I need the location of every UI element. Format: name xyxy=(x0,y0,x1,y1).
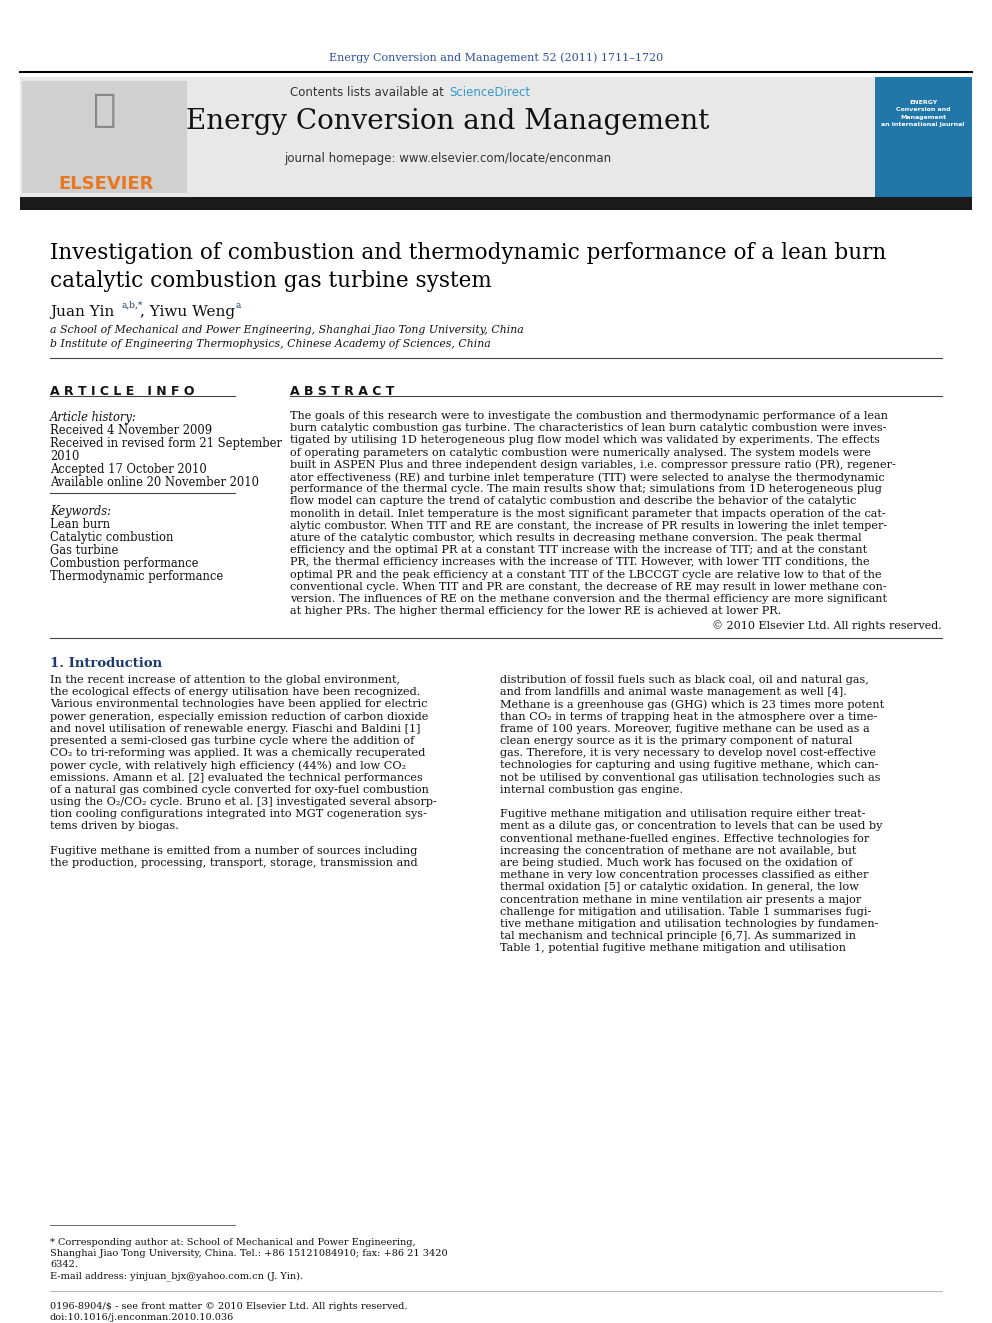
Text: tems driven by biogas.: tems driven by biogas. xyxy=(50,822,179,831)
Text: A B S T R A C T: A B S T R A C T xyxy=(290,385,395,398)
Text: © 2010 Elsevier Ltd. All rights reserved.: © 2010 Elsevier Ltd. All rights reserved… xyxy=(712,620,942,631)
Text: frame of 100 years. Moreover, fugitive methane can be used as a: frame of 100 years. Moreover, fugitive m… xyxy=(500,724,870,734)
Text: gas. Therefore, it is very necessary to develop novel cost-effective: gas. Therefore, it is very necessary to … xyxy=(500,749,876,758)
Text: 0196-8904/$ - see front matter © 2010 Elsevier Ltd. All rights reserved.: 0196-8904/$ - see front matter © 2010 El… xyxy=(50,1302,408,1311)
Text: Accepted 17 October 2010: Accepted 17 October 2010 xyxy=(50,463,206,476)
Text: at higher PRs. The higher thermal efficiency for the lower RE is achieved at low: at higher PRs. The higher thermal effici… xyxy=(290,606,781,617)
Text: Received in revised form 21 September: Received in revised form 21 September xyxy=(50,437,282,450)
Text: 1. Introduction: 1. Introduction xyxy=(50,658,162,669)
Text: journal homepage: www.elsevier.com/locate/enconman: journal homepage: www.elsevier.com/locat… xyxy=(285,152,611,165)
Text: increasing the concentration of methane are not available, but: increasing the concentration of methane … xyxy=(500,845,856,856)
Text: and from landfills and animal waste management as well [4].: and from landfills and animal waste mana… xyxy=(500,687,847,697)
Text: ELSEVIER: ELSEVIER xyxy=(58,175,154,193)
Text: b Institute of Engineering Thermophysics, Chinese Academy of Sciences, China: b Institute of Engineering Thermophysics… xyxy=(50,339,491,349)
Text: the production, processing, transport, storage, transmission and: the production, processing, transport, s… xyxy=(50,859,418,868)
Text: Thermodynamic performance: Thermodynamic performance xyxy=(50,570,223,583)
Text: Fugitive methane is emitted from a number of sources including: Fugitive methane is emitted from a numbe… xyxy=(50,845,418,856)
Text: thermal oxidation [5] or catalytic oxidation. In general, the low: thermal oxidation [5] or catalytic oxida… xyxy=(500,882,859,893)
Text: Investigation of combustion and thermodynamic performance of a lean burn: Investigation of combustion and thermody… xyxy=(50,242,886,265)
Text: conventional cycle. When TIT and PR are constant, the decrease of RE may result : conventional cycle. When TIT and PR are … xyxy=(290,582,887,591)
Text: challenge for mitigation and utilisation. Table 1 summarises fugi-: challenge for mitigation and utilisation… xyxy=(500,906,871,917)
Text: a School of Mechanical and Power Engineering, Shanghai Jiao Tong University, Chi: a School of Mechanical and Power Enginee… xyxy=(50,325,524,335)
Text: and novel utilisation of renewable energy. Fiaschi and Baldini [1]: and novel utilisation of renewable energ… xyxy=(50,724,421,734)
Text: of a natural gas combined cycle converted for oxy-fuel combustion: of a natural gas combined cycle converte… xyxy=(50,785,429,795)
Text: doi:10.1016/j.enconman.2010.10.036: doi:10.1016/j.enconman.2010.10.036 xyxy=(50,1312,234,1322)
Text: E-mail address: yinjuan_bjx@yahoo.com.cn (J. Yin).: E-mail address: yinjuan_bjx@yahoo.com.cn… xyxy=(50,1271,304,1281)
Text: technologies for capturing and using fugitive methane, which can-: technologies for capturing and using fug… xyxy=(500,761,879,770)
Bar xyxy=(875,77,972,197)
Text: of operating parameters on catalytic combustion were numerically analysed. The s: of operating parameters on catalytic com… xyxy=(290,447,871,458)
Text: A R T I C L E   I N F O: A R T I C L E I N F O xyxy=(50,385,194,398)
Text: Gas turbine: Gas turbine xyxy=(50,544,118,557)
Text: , Yiwu Weng: , Yiwu Weng xyxy=(140,306,235,319)
Text: ment as a dilute gas, or concentration to levels that can be used by: ment as a dilute gas, or concentration t… xyxy=(500,822,883,831)
Text: power generation, especially emission reduction of carbon dioxide: power generation, especially emission re… xyxy=(50,712,429,721)
Text: methane in very low concentration processes classified as either: methane in very low concentration proces… xyxy=(500,871,868,880)
Text: tigated by utilising 1D heterogeneous plug flow model which was validated by exp: tigated by utilising 1D heterogeneous pl… xyxy=(290,435,880,446)
Text: ScienceDirect: ScienceDirect xyxy=(449,86,530,99)
Text: Catalytic combustion: Catalytic combustion xyxy=(50,531,174,544)
Text: Methane is a greenhouse gas (GHG) which is 23 times more potent: Methane is a greenhouse gas (GHG) which … xyxy=(500,700,884,710)
Text: efficiency and the optimal PR at a constant TIT increase with the increase of TI: efficiency and the optimal PR at a const… xyxy=(290,545,867,556)
Text: Juan Yin: Juan Yin xyxy=(50,306,114,319)
Text: burn catalytic combustion gas turbine. The characteristics of lean burn catalyti: burn catalytic combustion gas turbine. T… xyxy=(290,423,887,433)
Text: conventional methane-fuelled engines. Effective technologies for: conventional methane-fuelled engines. Ef… xyxy=(500,833,869,844)
Text: the ecological effects of energy utilisation have been recognized.: the ecological effects of energy utilisa… xyxy=(50,687,421,697)
Text: Received 4 November 2009: Received 4 November 2009 xyxy=(50,423,212,437)
Bar xyxy=(22,81,187,193)
Text: tive methane mitigation and utilisation technologies by fundamen-: tive methane mitigation and utilisation … xyxy=(500,919,878,929)
Text: Energy Conversion and Management 52 (2011) 1711–1720: Energy Conversion and Management 52 (201… xyxy=(329,52,663,62)
Text: are being studied. Much work has focused on the oxidation of: are being studied. Much work has focused… xyxy=(500,859,852,868)
Text: internal combustion gas engine.: internal combustion gas engine. xyxy=(500,785,683,795)
Text: 6342.: 6342. xyxy=(50,1259,78,1269)
Text: CO₂ to tri-reforming was applied. It was a chemically recuperated: CO₂ to tri-reforming was applied. It was… xyxy=(50,749,426,758)
Text: a,b,*: a,b,* xyxy=(122,302,144,310)
Text: monolith in detail. Inlet temperature is the most significant parameter that imp: monolith in detail. Inlet temperature is… xyxy=(290,508,886,519)
Text: Article history:: Article history: xyxy=(50,411,137,423)
Text: ENERGY
Conversion and
Management
an international journal: ENERGY Conversion and Management an inte… xyxy=(881,101,964,127)
Text: Lean burn: Lean burn xyxy=(50,519,110,531)
Text: In the recent increase of attention to the global environment,: In the recent increase of attention to t… xyxy=(50,675,400,685)
Text: PR, the thermal efficiency increases with the increase of TIT. However, with low: PR, the thermal efficiency increases wit… xyxy=(290,557,870,568)
Text: tal mechanism and technical principle [6,7]. As summarized in: tal mechanism and technical principle [6… xyxy=(500,931,856,941)
Text: not be utilised by conventional gas utilisation technologies such as: not be utilised by conventional gas util… xyxy=(500,773,881,783)
Text: optimal PR and the peak efficiency at a constant TIT of the LBCCGT cycle are rel: optimal PR and the peak efficiency at a … xyxy=(290,570,882,579)
Text: Energy Conversion and Management: Energy Conversion and Management xyxy=(186,108,709,135)
Text: performance of the thermal cycle. The main results show that; simulations from 1: performance of the thermal cycle. The ma… xyxy=(290,484,882,495)
Text: distribution of fossil fuels such as black coal, oil and natural gas,: distribution of fossil fuels such as bla… xyxy=(500,675,869,685)
Text: power cycle, with relatively high efficiency (44%) and low CO₂: power cycle, with relatively high effici… xyxy=(50,761,406,771)
Text: version. The influences of RE on the methane conversion and the thermal efficien: version. The influences of RE on the met… xyxy=(290,594,887,605)
Text: Fugitive methane mitigation and utilisation require either treat-: Fugitive methane mitigation and utilisat… xyxy=(500,810,865,819)
Text: built in ASPEN Plus and three independent design variables, i.e. compressor pres: built in ASPEN Plus and three independen… xyxy=(290,460,896,471)
Bar xyxy=(20,197,972,210)
Bar xyxy=(20,77,875,197)
Text: 2010: 2010 xyxy=(50,450,79,463)
Text: flow model can capture the trend of catalytic combustion and describe the behavi: flow model can capture the trend of cata… xyxy=(290,496,856,507)
Text: Available online 20 November 2010: Available online 20 November 2010 xyxy=(50,476,259,490)
Text: Keywords:: Keywords: xyxy=(50,505,111,519)
Text: Shanghai Jiao Tong University, China. Tel.: +86 15121084910; fax: +86 21 3420: Shanghai Jiao Tong University, China. Te… xyxy=(50,1249,447,1258)
Text: ature of the catalytic combustor, which results in decreasing methane conversion: ature of the catalytic combustor, which … xyxy=(290,533,862,542)
Text: Various environmental technologies have been applied for electric: Various environmental technologies have … xyxy=(50,700,428,709)
Text: concentration methane in mine ventilation air presents a major: concentration methane in mine ventilatio… xyxy=(500,894,861,905)
Text: Table 1, potential fugitive methane mitigation and utilisation: Table 1, potential fugitive methane miti… xyxy=(500,943,846,954)
Text: emissions. Amann et al. [2] evaluated the technical performances: emissions. Amann et al. [2] evaluated th… xyxy=(50,773,423,783)
Text: The goals of this research were to investigate the combustion and thermodynamic : The goals of this research were to inves… xyxy=(290,411,888,421)
Text: catalytic combustion gas turbine system: catalytic combustion gas turbine system xyxy=(50,270,492,292)
Text: tion cooling configurations integrated into MGT cogeneration sys-: tion cooling configurations integrated i… xyxy=(50,810,427,819)
Text: * Corresponding author at: School of Mechanical and Power Engineering,: * Corresponding author at: School of Mec… xyxy=(50,1238,416,1248)
Text: than CO₂ in terms of trapping heat in the atmosphere over a time-: than CO₂ in terms of trapping heat in th… xyxy=(500,712,877,721)
Text: ator effectiveness (RE) and turbine inlet temperature (TIT) were selected to ana: ator effectiveness (RE) and turbine inle… xyxy=(290,472,885,483)
Text: Contents lists available at: Contents lists available at xyxy=(291,86,448,99)
Text: a: a xyxy=(236,302,241,310)
Text: Combustion performance: Combustion performance xyxy=(50,557,198,570)
Text: alytic combustor. When TIT and RE are constant, the increase of PR results in lo: alytic combustor. When TIT and RE are co… xyxy=(290,521,887,531)
Text: 🌳: 🌳 xyxy=(92,91,116,130)
Text: presented a semi-closed gas turbine cycle where the addition of: presented a semi-closed gas turbine cycl… xyxy=(50,736,415,746)
Text: using the O₂/CO₂ cycle. Bruno et al. [3] investigated several absorp-: using the O₂/CO₂ cycle. Bruno et al. [3]… xyxy=(50,796,436,807)
Text: clean energy source as it is the primary component of natural: clean energy source as it is the primary… xyxy=(500,736,852,746)
